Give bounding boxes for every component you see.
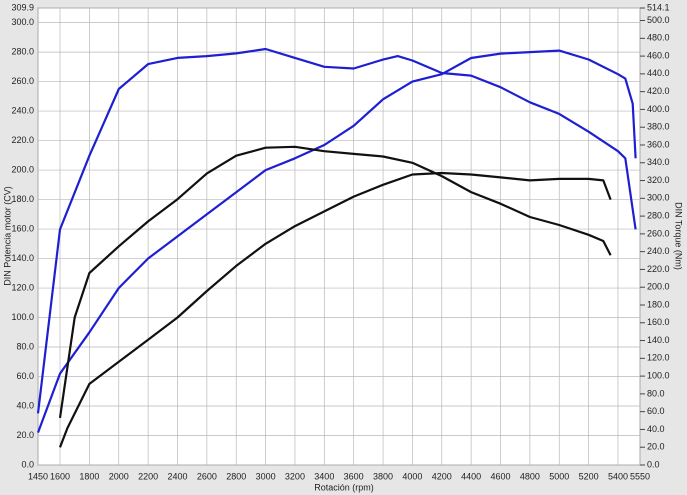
- data-line: [58, 171, 612, 448]
- y2-tick-label: 260.0: [647, 228, 670, 238]
- x-tick-label: 2000: [109, 471, 129, 481]
- x-tick-label: 3400: [314, 471, 334, 481]
- y2-tick-label: 280.0: [647, 210, 670, 220]
- y2-tick-label: 300.0: [647, 193, 670, 203]
- data-line: [36, 47, 637, 414]
- y-tick-label: 200.0: [11, 164, 34, 174]
- y-tick-label: 140.0: [11, 253, 34, 263]
- y2-axis-label: DIN Torque (Nm): [674, 202, 684, 270]
- y2-tick-label: 320.0: [647, 175, 670, 185]
- x-tick-label: 5550: [630, 471, 650, 481]
- y2-tick-label: 120.0: [647, 353, 670, 363]
- x-tick-label: 1600: [50, 471, 70, 481]
- y2-tick-label: 420.0: [647, 86, 670, 96]
- y-tick-label: 120.0: [11, 282, 34, 292]
- y2-tick-label: 380.0: [647, 122, 670, 132]
- y-tick-label: 300.0: [11, 17, 34, 27]
- y2-tick-label: 514.1: [647, 2, 670, 12]
- x-tick-label: 2400: [167, 471, 187, 481]
- x-tick-label: 3000: [256, 471, 276, 481]
- x-tick-label: 5200: [579, 471, 599, 481]
- y2-tick-label: 0.0: [647, 459, 660, 469]
- y-tick-label: 0.0: [21, 459, 34, 469]
- y2-tick-label: 140.0: [647, 335, 670, 345]
- y2-tick-label: 60.0: [647, 406, 665, 416]
- y-tick-label: 100.0: [11, 312, 34, 322]
- y-tick-label: 160.0: [11, 223, 34, 233]
- x-tick-label: 1800: [79, 471, 99, 481]
- x-tick-label: 4600: [490, 471, 510, 481]
- y2-tick-label: 460.0: [647, 50, 670, 60]
- y2-tick-label: 100.0: [647, 370, 670, 380]
- data-line: [36, 49, 637, 433]
- y2-tick-label: 240.0: [647, 246, 670, 256]
- x-tick-label: 3600: [344, 471, 364, 481]
- y-tick-label: 220.0: [11, 135, 34, 145]
- x-tick-label: 5400: [608, 471, 628, 481]
- y2-tick-label: 180.0: [647, 299, 670, 309]
- y2-tick-label: 80.0: [647, 388, 665, 398]
- x-tick-label: 4400: [461, 471, 481, 481]
- y-tick-label: 280.0: [11, 46, 34, 56]
- y-tick-label: 240.0: [11, 105, 34, 115]
- x-tick-label: 5000: [549, 471, 569, 481]
- y2-tick-label: 340.0: [647, 157, 670, 167]
- y-tick-label: 80.0: [16, 341, 34, 351]
- x-tick-label: 1450: [28, 471, 48, 481]
- x-tick-label: 2200: [138, 471, 158, 481]
- y2-tick-label: 220.0: [647, 264, 670, 274]
- y-tick-label: 180.0: [11, 194, 34, 204]
- x-tick-label: 4200: [432, 471, 452, 481]
- y2-tick-label: 440.0: [647, 68, 670, 78]
- y2-tick-label: 400.0: [647, 104, 670, 114]
- x-tick-label: 2800: [226, 471, 246, 481]
- y-tick-label: 60.0: [16, 371, 34, 381]
- x-tick-label: 3800: [373, 471, 393, 481]
- y2-tick-label: 20.0: [647, 442, 665, 452]
- x-tick-label: 4000: [402, 471, 422, 481]
- y2-tick-label: 360.0: [647, 139, 670, 149]
- y2-tick-label: 40.0: [647, 424, 665, 434]
- y2-tick-label: 160.0: [647, 317, 670, 327]
- y2-tick-label: 500.0: [647, 15, 670, 25]
- y-tick-label: 40.0: [16, 400, 34, 410]
- x-axis-label: Rotación (rpm): [314, 482, 374, 492]
- y-tick-label: 20.0: [16, 430, 34, 440]
- x-tick-label: 2600: [197, 471, 217, 481]
- plot-area: [37, 7, 641, 466]
- data-line: [58, 145, 612, 419]
- y-tick-label: 260.0: [11, 76, 34, 86]
- y-axis-label: DIN Potencia motor (CV): [2, 186, 12, 286]
- y2-tick-label: 480.0: [647, 33, 670, 43]
- x-tick-label: 3200: [285, 471, 305, 481]
- y2-tick-label: 200.0: [647, 282, 670, 292]
- x-tick-label: 4800: [520, 471, 540, 481]
- y-tick-label: 309.9: [11, 2, 34, 12]
